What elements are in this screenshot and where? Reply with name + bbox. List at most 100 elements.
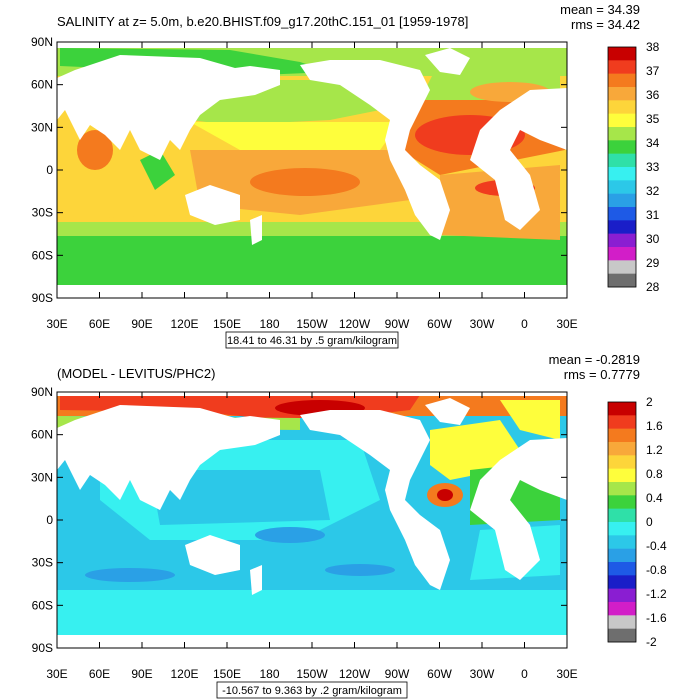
lat-label: 30N <box>31 120 53 134</box>
colorbar-swatch <box>608 588 636 603</box>
colorbar-swatch <box>608 47 636 61</box>
colorbar-label: 30 <box>646 232 660 246</box>
colorbar-swatch <box>608 468 636 483</box>
colorbar-swatch <box>608 575 636 589</box>
colorbar-swatch <box>608 220 636 234</box>
lat-label: 30S <box>32 556 53 570</box>
colorbar-label: 0.8 <box>646 467 663 481</box>
lat-label: 90N <box>31 35 53 49</box>
colorbar-swatch <box>608 60 636 74</box>
colorbar-swatch <box>608 153 636 168</box>
lon-label: 0 <box>521 317 528 331</box>
colorbar-swatch <box>608 273 636 288</box>
colorbar-label: 35 <box>646 112 660 126</box>
lat-label: 60N <box>31 78 53 92</box>
colorbar-frame <box>607 46 637 288</box>
colorbar-swatch <box>608 522 636 536</box>
bottom-mean-value: mean = -0.2819 <box>549 352 640 367</box>
colorbar-label: -2 <box>646 635 657 649</box>
colorbar-label: 33 <box>646 160 660 174</box>
colorbar-label: 31 <box>646 208 660 222</box>
lon-label: 150W <box>296 317 328 331</box>
lon-label: 30E <box>556 667 577 681</box>
lon-label: 150E <box>213 667 241 681</box>
colorbar-swatch <box>608 615 636 629</box>
lon-label: 90E <box>131 317 152 331</box>
lon-label: 30E <box>46 667 67 681</box>
lat-label: 30N <box>31 470 53 484</box>
colorbar-swatch <box>608 562 636 576</box>
lon-label: 60W <box>427 317 452 331</box>
colorbar-label: 1.2 <box>646 443 663 457</box>
colorbar-swatch <box>608 127 636 141</box>
colorbar-swatch <box>608 402 636 416</box>
top-mean-value: mean = 34.39 <box>560 2 640 17</box>
colorbar-label: 1.6 <box>646 419 663 433</box>
colorbar-label: 2 <box>646 395 653 409</box>
lon-label: 90W <box>385 317 410 331</box>
lat-label: 60S <box>32 248 53 262</box>
colorbar-swatch <box>608 140 636 154</box>
colorbar-swatch <box>608 442 636 456</box>
colorbar-label: 38 <box>646 40 660 54</box>
colorbar-label: 36 <box>646 88 660 102</box>
lat-label: 60S <box>32 598 53 612</box>
top-range-box <box>225 331 399 349</box>
colorbar-swatch <box>608 73 636 88</box>
colorbar-swatch <box>608 535 636 549</box>
lat-label: 60N <box>31 428 53 442</box>
lon-label: 30W <box>470 317 495 331</box>
lon-label: 150E <box>213 317 241 331</box>
colorbar-label: 0.4 <box>646 491 663 505</box>
colorbar-swatch <box>608 482 636 496</box>
colorbar-swatch <box>608 628 636 643</box>
lon-label: 120E <box>170 317 198 331</box>
lat-label: 0 <box>46 163 53 177</box>
lon-label: 30E <box>46 317 67 331</box>
colorbar-swatch <box>608 602 636 616</box>
lon-label: 120W <box>339 667 371 681</box>
top-lat-ticks: 90N 60N 30N 0 30S 60S 90S <box>31 35 567 305</box>
colorbar-swatch <box>608 247 636 261</box>
bottom-range-text: -10.567 to 9.363 by .2 gram/kilogram <box>222 685 402 697</box>
lat-label: 90S <box>32 641 53 655</box>
lon-label: 120W <box>339 317 371 331</box>
bottom-rms-value: rms = 0.7779 <box>564 367 640 382</box>
bottom-colorbar: 2 1.6 1.2 0.8 0.4 0 -0.4 -0.8 -1.2 -1.6 -2 <box>607 395 667 649</box>
lon-label: 30E <box>556 317 577 331</box>
colorbar-label: 29 <box>646 256 660 270</box>
colorbar-label: 37 <box>646 64 660 78</box>
top-map-panel: SALINITY at z= 5.0m, b.e20.BHIST.f09_g17… <box>31 2 660 349</box>
lon-label: 180 <box>259 667 279 681</box>
colorbar-swatch <box>608 455 636 469</box>
colorbar-label: -1.2 <box>646 587 667 601</box>
colorbar-label: 34 <box>646 136 660 150</box>
bottom-map-panel: (MODEL - LEVITUS/PHC2) mean = -0.2819 rm… <box>31 352 667 699</box>
colorbar-label: -0.8 <box>646 563 667 577</box>
colorbar-swatch <box>608 415 636 429</box>
top-range-text: 18.41 to 46.31 by .5 gram/kilogram <box>227 335 397 347</box>
colorbar-swatch <box>608 233 636 248</box>
colorbar-swatch <box>608 428 636 443</box>
colorbar-label: 0 <box>646 515 653 529</box>
bottom-map-field <box>57 392 567 648</box>
colorbar-swatch <box>608 495 636 509</box>
bottom-title: (MODEL - LEVITUS/PHC2) <box>57 366 215 381</box>
bottom-lat-ticks: 90N 60N 30N 0 30S 60S 90S <box>31 385 567 655</box>
colorbar-swatch <box>608 113 636 128</box>
colorbar-swatch <box>608 548 636 563</box>
lon-label: 60W <box>427 667 452 681</box>
colorbar-swatch <box>608 260 636 274</box>
lon-label: 30W <box>470 667 495 681</box>
top-map-field <box>57 42 567 298</box>
lat-label: 30S <box>32 206 53 220</box>
colorbar-swatch <box>608 207 636 221</box>
colorbar-swatch <box>608 100 636 114</box>
colorbar-swatch <box>608 508 636 523</box>
colorbar-label: 28 <box>646 280 660 294</box>
lat-label: 90S <box>32 291 53 305</box>
bottom-lon-ticks: 30E 60E 90E 120E 150E 180 150W 120W 90W 60W 30W 0 30… <box>46 392 578 681</box>
lon-label: 60E <box>89 317 110 331</box>
colorbar-label: -1.6 <box>646 611 667 625</box>
